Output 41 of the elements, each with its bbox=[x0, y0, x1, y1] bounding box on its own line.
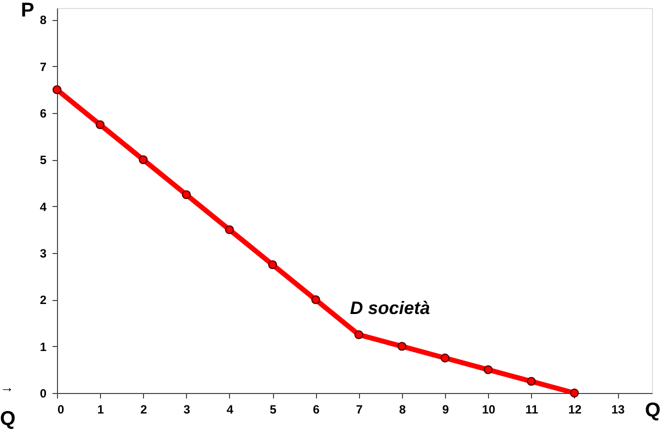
point bbox=[440, 354, 450, 362]
x-tick-label: 2 bbox=[140, 402, 148, 416]
y-tick-label: 5 bbox=[40, 153, 47, 168]
x-tick-label: 0 bbox=[58, 402, 64, 416]
y-tick-label: 4 bbox=[40, 200, 47, 214]
x-tick-label: 13 bbox=[611, 402, 625, 416]
x-tick-label: 10 bbox=[482, 402, 496, 416]
point bbox=[182, 190, 191, 200]
point bbox=[138, 155, 148, 164]
y-tick-label: 6 bbox=[40, 106, 47, 120]
y-tick-label: 3 bbox=[40, 246, 47, 260]
y-tick-label: 2 bbox=[40, 293, 47, 308]
x-tick-label: 3 bbox=[184, 402, 191, 416]
y-tick-label: 1 bbox=[40, 340, 47, 354]
x-tick-label: 12 bbox=[568, 402, 582, 416]
x-tick-label: 4 bbox=[226, 402, 234, 416]
x-tick-label: 11 bbox=[525, 402, 538, 416]
text: → bbox=[0, 379, 14, 395]
text: Q bbox=[0, 408, 16, 430]
point bbox=[311, 295, 320, 304]
x-tick-label: 9 bbox=[442, 402, 450, 416]
annotation: D società bbox=[350, 298, 430, 318]
point bbox=[354, 330, 364, 340]
x-tick-label: 6 bbox=[312, 402, 320, 416]
point bbox=[484, 365, 493, 374]
y-tick-label: 0 bbox=[40, 386, 47, 400]
point bbox=[526, 376, 536, 386]
x-tick-label: 5 bbox=[270, 402, 277, 416]
point bbox=[96, 120, 105, 130]
x-axis-title: Q bbox=[644, 400, 660, 422]
point bbox=[268, 260, 278, 270]
point bbox=[397, 342, 406, 351]
y-tick-label: 8 bbox=[40, 13, 47, 28]
point bbox=[52, 85, 62, 94]
y-tick-label: 7 bbox=[40, 60, 47, 74]
point bbox=[224, 225, 234, 234]
point bbox=[570, 388, 579, 398]
x-tick-label: 8 bbox=[399, 402, 406, 416]
x-tick-label: 1 bbox=[97, 402, 104, 416]
y-axis-title: P bbox=[20, 0, 34, 22]
x-tick-label: 7 bbox=[356, 402, 363, 416]
